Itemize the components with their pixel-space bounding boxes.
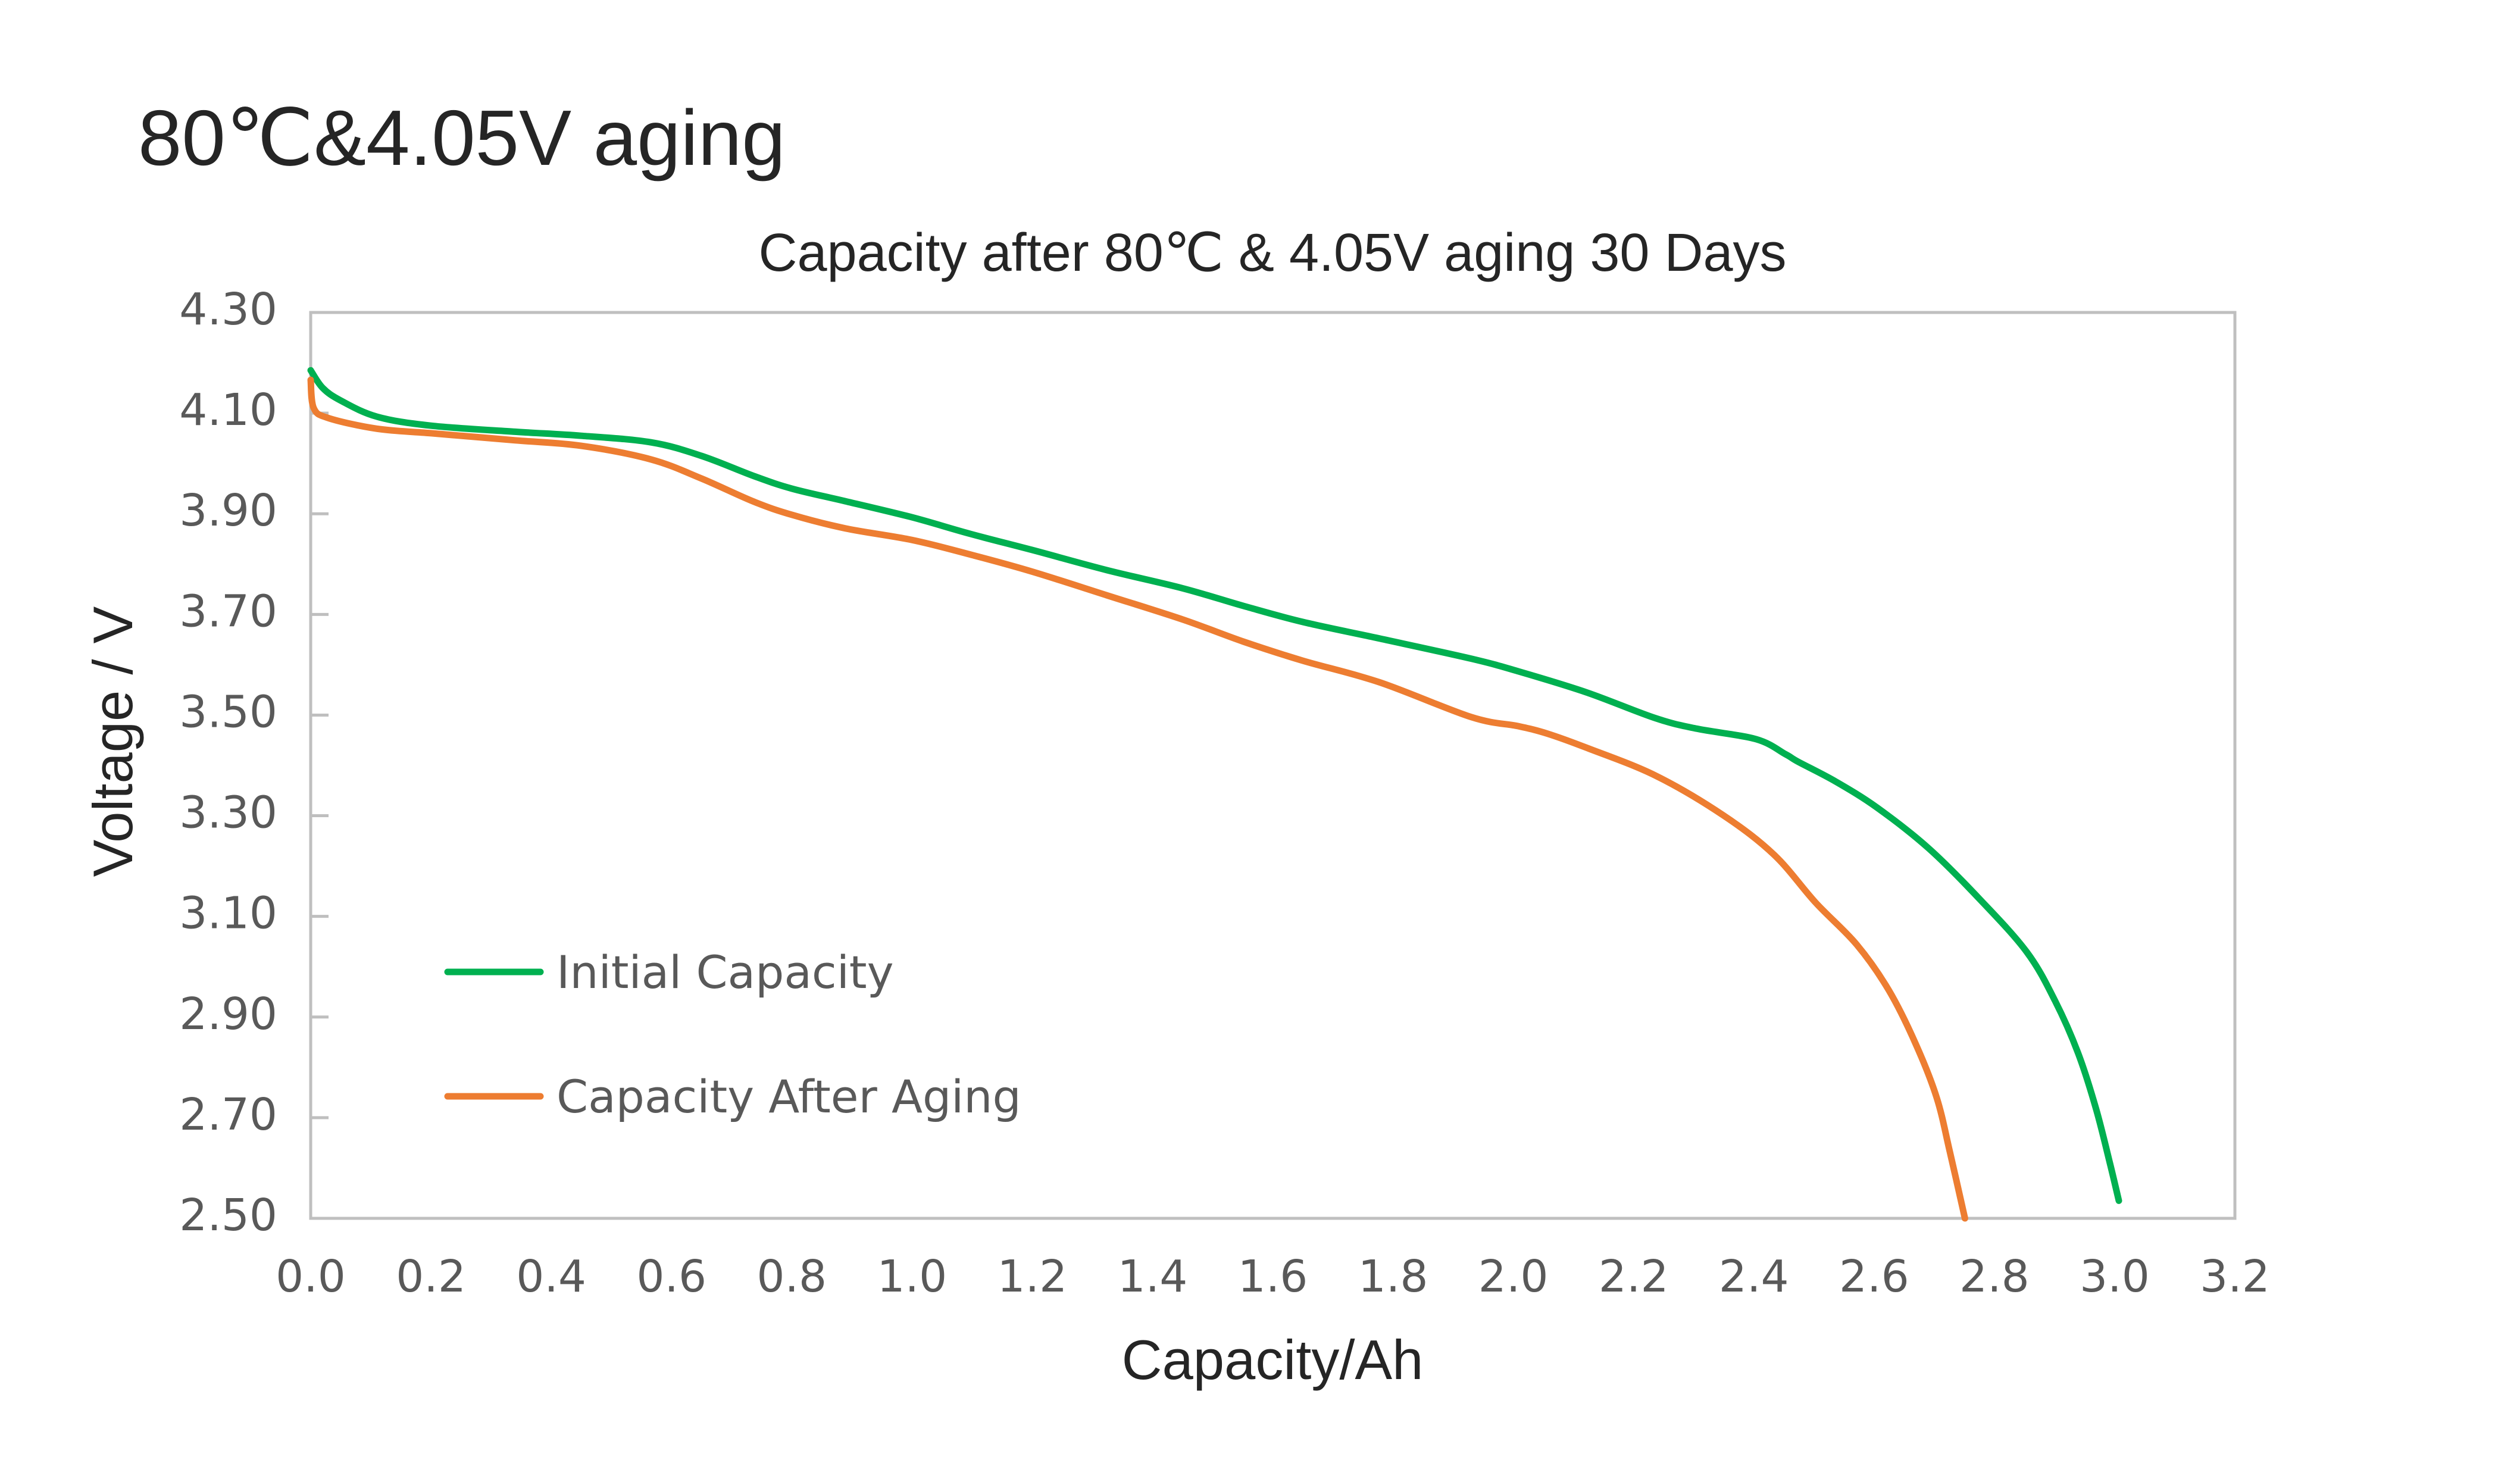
y-tick-label: 3.90: [179, 485, 277, 536]
x-tick-label: 0.6: [636, 1251, 706, 1302]
y-tick-label: 3.10: [179, 888, 277, 939]
legend: Initial Capacity Capacity After Aging: [444, 946, 1021, 1123]
x-tick-label: 1.0: [877, 1251, 947, 1302]
page-title: 80℃&4.05V aging: [138, 94, 786, 182]
series-layer: [307, 367, 2122, 1222]
x-tick-label: 3.2: [2200, 1251, 2270, 1302]
x-tick-label: 2.4: [1719, 1251, 1789, 1302]
x-tick-label: 2.8: [1959, 1251, 2030, 1302]
chart-title: Capacity after 80℃ & 4.05V aging 30 Days: [758, 223, 1786, 283]
y-tick-label: 4.30: [179, 284, 277, 335]
x-tick-label: 0.0: [276, 1251, 346, 1302]
y-tick-label: 4.10: [179, 384, 277, 436]
x-tick-label: 0.2: [396, 1251, 466, 1302]
x-axis: 0.0 0.2 0.4 0.6 0.8 1.0 1.2 1.4 1.6 1.8 2.0 2.2 2.4 2…: [276, 1251, 2270, 1302]
x-tick-label: 1.8: [1358, 1251, 1428, 1302]
x-tick-label: 1.4: [1118, 1251, 1188, 1302]
x-tick-label: 0.4: [516, 1251, 586, 1302]
plot-area-frame: [309, 311, 2237, 1220]
y-tick-label: 2.50: [179, 1190, 277, 1241]
legend-label-capacity-after-aging: Capacity After Aging: [556, 1070, 1021, 1123]
series-line-capacity-after-aging: [307, 376, 1968, 1222]
x-tick-label: 2.0: [1478, 1251, 1549, 1302]
y-tick-label: 2.70: [179, 1089, 277, 1140]
x-tick-label: 2.2: [1599, 1251, 1669, 1302]
y-tick-label: 3.50: [179, 686, 277, 737]
legend-item-initial-capacity: Initial Capacity: [444, 946, 894, 999]
x-tick-label: 2.6: [1839, 1251, 1909, 1302]
y-tick-label: 3.70: [179, 586, 277, 637]
y-tick-label: 2.90: [179, 989, 277, 1040]
y-axis: 4.30 4.10 3.90 3.70 3.50 3.30 3.10 2.90 2.70 2.50: [179, 284, 329, 1241]
x-axis-title: Capacity/Ah: [1122, 1328, 1424, 1391]
x-tick-label: 0.8: [756, 1251, 827, 1302]
x-tick-label: 1.2: [998, 1251, 1068, 1302]
series-line-initial-capacity: [307, 367, 2122, 1204]
legend-label-initial-capacity: Initial Capacity: [556, 946, 894, 999]
x-tick-label: 3.0: [2080, 1251, 2150, 1302]
y-axis-title: Voltage / V: [82, 606, 144, 877]
x-tick-label: 1.6: [1238, 1251, 1308, 1302]
legend-item-capacity-after-aging: Capacity After Aging: [444, 1070, 1021, 1123]
y-tick-label: 3.30: [179, 787, 277, 839]
